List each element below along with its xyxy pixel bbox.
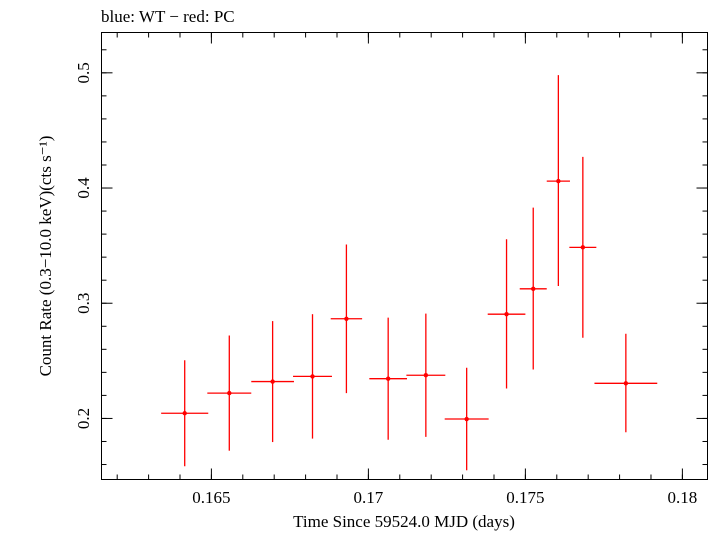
data-point	[519, 207, 547, 370]
data-point	[487, 239, 526, 389]
y-tick-label: 0.2	[74, 408, 93, 429]
x-tick-label: 0.18	[668, 488, 698, 507]
data-point	[444, 367, 489, 471]
point-marker	[464, 416, 469, 422]
x-tick-label: 0.175	[506, 488, 544, 507]
point-marker	[227, 390, 232, 396]
data-point	[207, 335, 252, 451]
data-point	[293, 314, 332, 439]
data-series	[161, 75, 658, 471]
data-point	[406, 313, 446, 437]
point-marker	[556, 178, 561, 184]
data-point	[369, 317, 408, 440]
y-tick-label: 0.3	[74, 293, 93, 314]
data-point	[569, 156, 597, 338]
point-marker	[423, 373, 429, 378]
data-point	[251, 321, 294, 443]
x-tick-label: 0.165	[192, 488, 230, 507]
chart-title: blue: WT − red: PC	[101, 7, 235, 26]
plot-frame	[101, 32, 708, 480]
point-marker	[344, 316, 349, 321]
point-marker	[531, 286, 536, 292]
y-tick-labels: 0.2 0.3 0.4 0.5	[74, 62, 93, 429]
series-group	[161, 75, 658, 471]
point-marker	[385, 376, 391, 381]
data-point	[330, 244, 363, 394]
point-marker	[310, 374, 315, 379]
data-point	[594, 333, 658, 433]
y-tick-label: 0.4	[74, 177, 93, 199]
data-point	[161, 360, 209, 467]
point-marker	[270, 379, 275, 384]
x-axis-title: Time Since 59524.0 MJD (days)	[293, 512, 515, 531]
x-tick-label: 0.17	[354, 488, 384, 507]
point-marker	[623, 381, 629, 386]
point-marker	[580, 245, 586, 250]
point-marker	[504, 311, 509, 317]
y-axis-title: Count Rate (0.3−10.0 keV)(cts s⁻¹)	[36, 136, 55, 377]
y-tick-label: 0.5	[74, 62, 93, 83]
axis-ticks	[101, 32, 708, 480]
point-marker	[182, 411, 187, 416]
x-tick-labels: 0.165 0.17 0.175 0.18	[192, 488, 697, 507]
data-point	[546, 75, 570, 286]
